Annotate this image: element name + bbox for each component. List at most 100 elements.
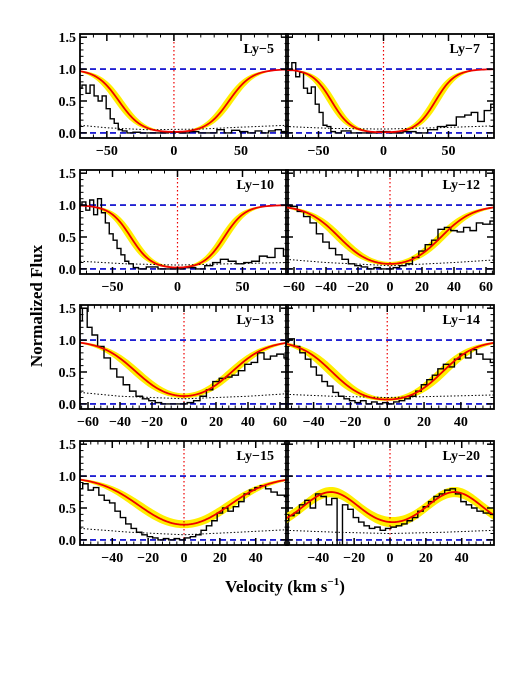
flux-data-histogram <box>286 204 494 270</box>
panel-frame <box>79 169 289 275</box>
model-fit-curve <box>286 491 494 524</box>
flux-data-histogram <box>80 84 288 134</box>
panel-ly-14: −40 −20 0 20 40 Ly−14 <box>285 304 495 430</box>
y-axis-title: Normalized Flux <box>27 244 46 367</box>
y-tick-label: 0.5 <box>59 366 77 381</box>
x-tick-label: 40 <box>454 415 468 430</box>
x-tick-label: 50 <box>236 280 250 295</box>
x-tick-label: 50 <box>442 144 456 159</box>
error-spectrum <box>286 393 494 398</box>
y-tick-label: 1.0 <box>59 63 77 78</box>
model-uncertainty-band <box>286 341 494 401</box>
panel-label: Ly−12 <box>442 178 480 193</box>
y-tick-label: 1.0 <box>59 334 77 349</box>
model-uncertainty-band <box>286 486 494 528</box>
model-uncertainty-band <box>286 69 494 133</box>
x-tick-label: 0 <box>181 551 188 566</box>
x-tick-label: −40 <box>307 551 329 566</box>
panel-label: Ly−20 <box>442 449 480 464</box>
panel-frame <box>79 33 289 139</box>
x-tick-label: −60 <box>283 280 305 295</box>
panel-plot-area <box>286 170 494 274</box>
x-tick-label: 0 <box>387 280 394 295</box>
error-spectrum <box>286 125 494 130</box>
panel-plot-area <box>80 305 288 409</box>
model-fit-curve <box>80 204 288 269</box>
panel-ly-12: −60 −40 −20 0 20 40 60 Ly−12 <box>283 169 495 295</box>
x-tick-label: 0 <box>387 551 394 566</box>
x-tick-label: −20 <box>347 280 369 295</box>
x-tick-label: −50 <box>96 144 118 159</box>
panel-ly-13: −60 −40 −20 0 20 40 60 0.0 0.5 1.0 1.5 Ly−13 <box>59 302 289 430</box>
flux-data-histogram <box>80 307 288 405</box>
x-tick-label: 0 <box>174 280 181 295</box>
x-tick-label: −40 <box>303 415 325 430</box>
panel-plot-area <box>80 170 288 274</box>
x-tick-label: −50 <box>102 280 124 295</box>
y-tick-label: 0.0 <box>59 263 77 278</box>
panel-grid: −50 0 50 0.0 0.5 1.0 1.5 Ly−5 −50 0 50 Ly−7 −50 0 50 0.… <box>59 31 495 566</box>
panel-ly-20: −40 −20 0 20 40 Ly−20 <box>285 440 495 566</box>
x-tick-label: 20 <box>419 551 433 566</box>
panel-plot-area <box>80 34 288 138</box>
y-tick-label: 0.5 <box>59 231 77 246</box>
panel-ly-7: −50 0 50 Ly−7 <box>285 33 495 159</box>
x-tick-label: 0 <box>380 144 387 159</box>
error-spectrum <box>80 124 288 131</box>
model-fit-curve <box>80 341 288 397</box>
y-tick-label: 0.5 <box>59 95 77 110</box>
y-tick-label: 1.5 <box>59 31 77 46</box>
x-tick-label: −40 <box>315 280 337 295</box>
y-tick-label: 1.0 <box>59 199 77 214</box>
y-tick-label: 1.5 <box>59 302 77 317</box>
panel-label: Ly−10 <box>236 178 274 193</box>
model-fit-curve <box>286 341 494 401</box>
x-tick-label: 20 <box>209 415 223 430</box>
x-tick-label: 40 <box>241 415 255 430</box>
model-uncertainty-band <box>80 69 288 133</box>
model-fit-curve <box>286 68 494 134</box>
panel-ly-10: −50 0 50 0.0 0.5 1.0 1.5 Ly−10 <box>59 167 289 295</box>
y-tick-label: 1.0 <box>59 470 77 485</box>
flux-data-histogram <box>286 338 494 405</box>
x-tick-label: −20 <box>141 415 163 430</box>
x-tick-label: 60 <box>479 280 493 295</box>
panel-plot-area <box>286 34 494 138</box>
panel-label: Ly−15 <box>236 449 274 464</box>
y-tick-label: 0.0 <box>59 398 77 413</box>
flux-data-histogram <box>80 198 288 270</box>
panel-label: Ly−14 <box>442 313 480 328</box>
x-tick-label: −20 <box>339 415 361 430</box>
x-tick-label: 20 <box>213 551 227 566</box>
y-tick-label: 0.0 <box>59 534 77 549</box>
panel-ly-5: −50 0 50 0.0 0.5 1.0 1.5 Ly−5 <box>59 31 289 159</box>
y-tick-label: 0.5 <box>59 502 77 517</box>
panel-label: Ly−13 <box>236 313 274 328</box>
panel-frame <box>285 33 495 139</box>
y-tick-label: 1.5 <box>59 167 77 182</box>
panel-ly-15: −40 −20 0 20 40 0.0 0.5 1.0 1.5 Ly−15 <box>59 438 289 566</box>
x-tick-label: 20 <box>415 280 429 295</box>
x-tick-label: 40 <box>249 551 263 566</box>
panel-label: Ly−7 <box>449 42 480 57</box>
model-fit-curve <box>80 68 288 133</box>
model-fit-curve <box>286 206 494 265</box>
x-tick-label: −40 <box>101 551 123 566</box>
x-tick-label: 0 <box>384 415 391 430</box>
x-tick-label: 40 <box>455 551 469 566</box>
x-axis-title: Velocity (km s−1) <box>225 576 345 596</box>
x-tick-label: −50 <box>308 144 330 159</box>
panel-label: Ly−5 <box>243 42 274 57</box>
model-fit-curve <box>80 478 288 526</box>
x-tick-label: −20 <box>137 551 159 566</box>
panel-frame <box>285 304 495 410</box>
x-tick-label: 0 <box>181 415 188 430</box>
x-tick-label: 0 <box>170 144 177 159</box>
x-tick-label: −20 <box>343 551 365 566</box>
x-tick-label: 20 <box>417 415 431 430</box>
x-tick-label: 60 <box>273 415 287 430</box>
flux-data-histogram <box>80 483 288 541</box>
panel-plot-area <box>286 305 494 409</box>
flux-data-histogram <box>286 62 494 134</box>
